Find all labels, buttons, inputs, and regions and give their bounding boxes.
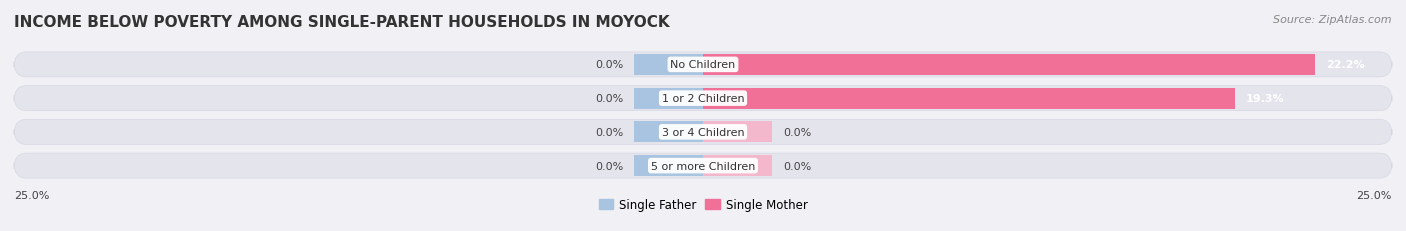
Text: INCOME BELOW POVERTY AMONG SINGLE-PARENT HOUSEHOLDS IN MOYOCK: INCOME BELOW POVERTY AMONG SINGLE-PARENT… — [14, 15, 669, 30]
Bar — [703, 88, 1234, 109]
Text: 0.0%: 0.0% — [595, 127, 623, 137]
Bar — [703, 155, 772, 176]
Text: No Children: No Children — [671, 60, 735, 70]
Text: 25.0%: 25.0% — [1357, 190, 1392, 200]
FancyBboxPatch shape — [14, 86, 1392, 111]
Bar — [634, 122, 703, 143]
Text: 3 or 4 Children: 3 or 4 Children — [662, 127, 744, 137]
FancyBboxPatch shape — [14, 120, 1392, 145]
Bar — [703, 122, 772, 143]
Text: Source: ZipAtlas.com: Source: ZipAtlas.com — [1274, 15, 1392, 25]
Text: 0.0%: 0.0% — [783, 161, 811, 171]
Text: 19.3%: 19.3% — [1246, 94, 1285, 104]
Bar — [634, 155, 703, 176]
Text: 0.0%: 0.0% — [595, 94, 623, 104]
Text: 5 or more Children: 5 or more Children — [651, 161, 755, 171]
Bar — [634, 88, 703, 109]
Text: 0.0%: 0.0% — [595, 60, 623, 70]
Text: 0.0%: 0.0% — [595, 161, 623, 171]
Bar — [634, 55, 703, 76]
Bar — [703, 55, 1315, 76]
Text: 0.0%: 0.0% — [783, 127, 811, 137]
Text: 1 or 2 Children: 1 or 2 Children — [662, 94, 744, 104]
Legend: Single Father, Single Mother: Single Father, Single Mother — [593, 194, 813, 216]
Text: 22.2%: 22.2% — [1326, 60, 1364, 70]
FancyBboxPatch shape — [14, 153, 1392, 178]
FancyBboxPatch shape — [14, 53, 1392, 78]
Text: 25.0%: 25.0% — [14, 190, 49, 200]
